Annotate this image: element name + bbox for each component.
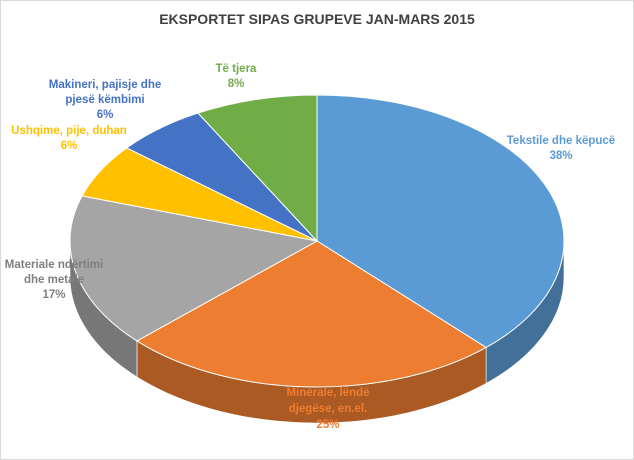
slice-0 <box>316 94 565 349</box>
label-materiale: Materiale ndërtimi dhe metale 17% <box>4 258 104 303</box>
label-tekstile-name: Tekstile dhe këpucë <box>506 135 616 147</box>
label-minerale: Minerale, lëndë djegëse, en.el. 25% <box>269 385 387 433</box>
slice-1 <box>135 240 488 388</box>
label-tekstile-value: 38% <box>549 150 573 162</box>
slice-2 <box>69 195 319 342</box>
label-makineri-name: Makineri, pajisje dhe pjesë këmbimi <box>48 79 162 106</box>
label-materiale-value: 17% <box>42 289 66 301</box>
slice-5 <box>197 94 318 243</box>
label-ushqime-value: 6% <box>60 140 78 152</box>
label-tjera-value: 8% <box>227 78 245 90</box>
label-minerale-value: 25% <box>316 419 340 431</box>
label-minerale-name: Minerale, lëndë djegëse, en.el. <box>286 387 370 415</box>
label-makineri-value: 6% <box>96 109 114 121</box>
label-tjera-name: Të tjera <box>215 63 257 75</box>
label-tekstile: Tekstile dhe këpucë 38% <box>506 134 616 164</box>
label-ushqime: Ushqime, pije, duhan 6% <box>4 124 134 154</box>
label-materiale-name: Materiale ndërtimi dhe metale <box>4 259 104 286</box>
label-tjera: Të tjera 8% <box>206 62 266 92</box>
label-makineri: Makineri, pajisje dhe pjesë këmbimi 6% <box>35 78 175 123</box>
label-ushqime-name: Ushqime, pije, duhan <box>11 125 127 137</box>
chart-title: EKSPORTET SIPAS GRUPEVE JAN-MARS 2015 <box>159 11 475 27</box>
